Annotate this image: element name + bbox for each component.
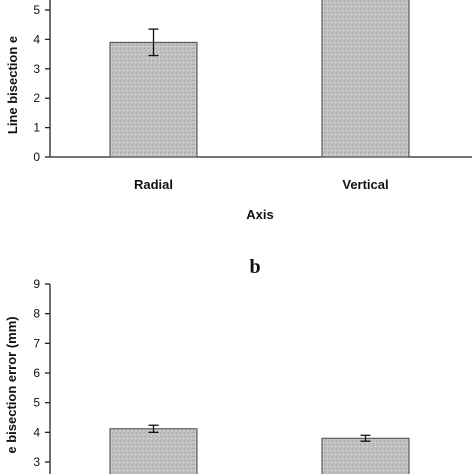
chart-a-category-label: Vertical (342, 177, 388, 192)
chart-b-bar (321, 437, 410, 474)
chart-b-ytick-label: 9 (33, 277, 40, 291)
chart-b-ytick-label: 5 (33, 396, 40, 410)
chart-b-error-bars (148, 424, 371, 442)
chart-b-ytick-label: 8 (33, 307, 40, 321)
chart-a-category-label: Radial (134, 177, 173, 192)
chart-a-bar (321, 0, 410, 158)
chart-b-bar (109, 428, 198, 474)
chart-a-bars (109, 0, 410, 158)
chart-a-bar (109, 41, 198, 158)
panel-label-b: b (249, 256, 260, 278)
chart-a-ytick-label: 5 (33, 3, 40, 17)
chart-a-ytick-label: 3 (33, 62, 40, 76)
chart-a-ytick-label: 0 (33, 150, 40, 164)
chart-b-ytick-label: 4 (33, 425, 40, 439)
chart-a: Line bisection e 0 1 2 3 4 5 Radial Vertical A… (5, 0, 472, 222)
chart-a-ylabel: Line bisection e (5, 36, 20, 134)
chart-b-ytick-label: 7 (33, 336, 40, 350)
chart-b-ytick-label: 6 (33, 366, 40, 380)
chart-b-ytick-label: 3 (33, 455, 40, 469)
chart-a-error-bars (148, 28, 159, 57)
chart-a-ytick-label: 1 (33, 121, 40, 135)
chart-b: e bisection error (mm) 3 4 5 6 7 8 9 (4, 277, 410, 474)
chart-b-y-ticks: 3 4 5 6 7 8 9 (33, 277, 50, 469)
chart-a-xlabel: Axis (246, 207, 273, 222)
chart-a-ytick-label: 4 (33, 32, 40, 46)
chart-a-y-ticks: 0 1 2 3 4 5 (33, 3, 50, 164)
chart-b-ylabel: e bisection error (mm) (4, 316, 19, 453)
chart-a-ytick-label: 2 (33, 91, 40, 105)
chart-a-categories: Radial Vertical (134, 177, 389, 192)
